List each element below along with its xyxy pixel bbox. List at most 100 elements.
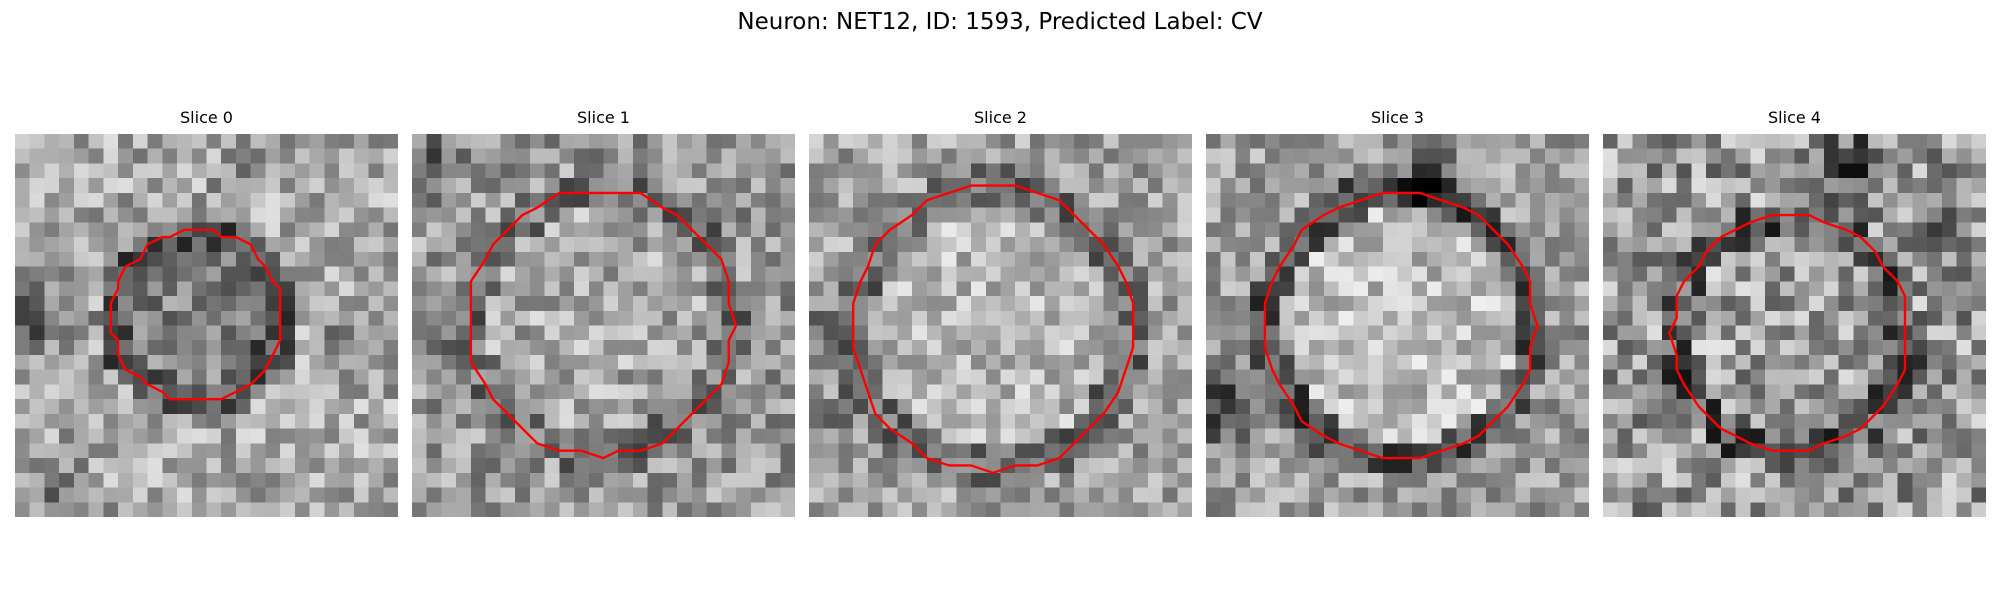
pixel: [1603, 443, 1619, 459]
pixel: [485, 413, 501, 429]
pixel: [280, 178, 296, 194]
pixel: [1441, 340, 1457, 356]
pixel: [1574, 222, 1589, 238]
pixel: [1235, 237, 1251, 253]
pixel: [265, 310, 281, 326]
pixel: [250, 222, 266, 238]
pixel: [1823, 487, 1839, 503]
pixel: [1074, 134, 1090, 150]
contour-outline: [109, 228, 282, 401]
pixel: [1074, 354, 1090, 370]
pixel: [1015, 192, 1031, 208]
pixel: [1706, 266, 1722, 282]
pixel: [897, 472, 913, 488]
pixel: [1647, 207, 1663, 223]
pixel: [647, 487, 663, 503]
pixel: [1765, 222, 1781, 238]
pixel: [1029, 163, 1045, 179]
pixel: [368, 222, 384, 238]
pixel: [926, 502, 942, 517]
pixel: [265, 399, 281, 415]
slice-title-1: Slice 1: [577, 108, 630, 127]
pixel: [88, 399, 104, 415]
pixel: [1838, 354, 1854, 370]
pixel: [1206, 369, 1222, 385]
pixel: [1544, 134, 1560, 150]
pixel: [1574, 310, 1589, 326]
pixel: [1471, 487, 1487, 503]
pixel: [897, 207, 913, 223]
pixel: [1661, 384, 1677, 400]
pixel: [809, 237, 825, 253]
pixel: [162, 354, 178, 370]
pixel: [412, 458, 428, 474]
pixel: [29, 413, 45, 429]
pixel: [368, 443, 384, 459]
pixel: [1441, 325, 1457, 341]
pixel: [1941, 207, 1957, 223]
pixel: [1118, 178, 1134, 194]
pixel: [1544, 413, 1560, 429]
pixel: [867, 296, 883, 312]
pixel: [265, 178, 281, 194]
pixel: [1059, 134, 1075, 150]
pixel: [780, 458, 795, 474]
pixel: [1882, 178, 1898, 194]
pixel: [1264, 266, 1280, 282]
pixel: [456, 296, 472, 312]
pixel: [500, 251, 516, 267]
pixel: [1691, 384, 1707, 400]
pixel: [191, 413, 207, 429]
pixel: [1530, 443, 1546, 459]
pixel: [971, 369, 987, 385]
pixel: [1765, 134, 1781, 150]
pixel: [441, 413, 457, 429]
pixel: [1676, 178, 1692, 194]
pixel: [485, 472, 501, 488]
pixel: [162, 487, 178, 503]
pixel: [956, 399, 972, 415]
pixel: [1515, 443, 1531, 459]
pixel: [574, 251, 590, 267]
pixel: [780, 192, 795, 208]
pixel: [1676, 369, 1692, 385]
pixel: [1103, 399, 1119, 415]
pixel: [1412, 384, 1428, 400]
pixel: [426, 413, 442, 429]
pixel: [1927, 340, 1943, 356]
pixel: [1074, 487, 1090, 503]
pixel: [1059, 413, 1075, 429]
pixel: [1353, 458, 1369, 474]
pixel: [1456, 472, 1472, 488]
pixel: [897, 458, 913, 474]
pixel: [1647, 163, 1663, 179]
pixel: [1544, 266, 1560, 282]
pixel: [1309, 222, 1325, 238]
pixel: [280, 502, 296, 517]
pixel: [1250, 310, 1266, 326]
pixel: [1691, 266, 1707, 282]
pixel: [1162, 134, 1178, 150]
pixel: [1088, 296, 1104, 312]
pixel: [1118, 148, 1134, 164]
pixel: [1794, 296, 1810, 312]
pixel: [1264, 443, 1280, 459]
pixel: [309, 458, 325, 474]
pixel: [1235, 369, 1251, 385]
pixel: [1971, 134, 1986, 150]
pixel: [529, 354, 545, 370]
pixel: [1412, 428, 1428, 444]
pixel: [250, 413, 266, 429]
pixel: [1559, 192, 1575, 208]
slice-title-3: Slice 3: [1371, 108, 1424, 127]
pixel: [1000, 163, 1016, 179]
pixel: [1853, 222, 1869, 238]
pixel: [588, 399, 604, 415]
pixel: [1323, 428, 1339, 444]
pixel: [1691, 325, 1707, 341]
pixel: [1323, 340, 1339, 356]
pixel: [544, 296, 560, 312]
pixel: [1735, 354, 1751, 370]
pixel: [544, 237, 560, 253]
pixel: [1720, 487, 1736, 503]
